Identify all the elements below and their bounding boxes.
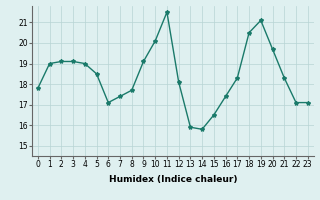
X-axis label: Humidex (Indice chaleur): Humidex (Indice chaleur) [108, 175, 237, 184]
